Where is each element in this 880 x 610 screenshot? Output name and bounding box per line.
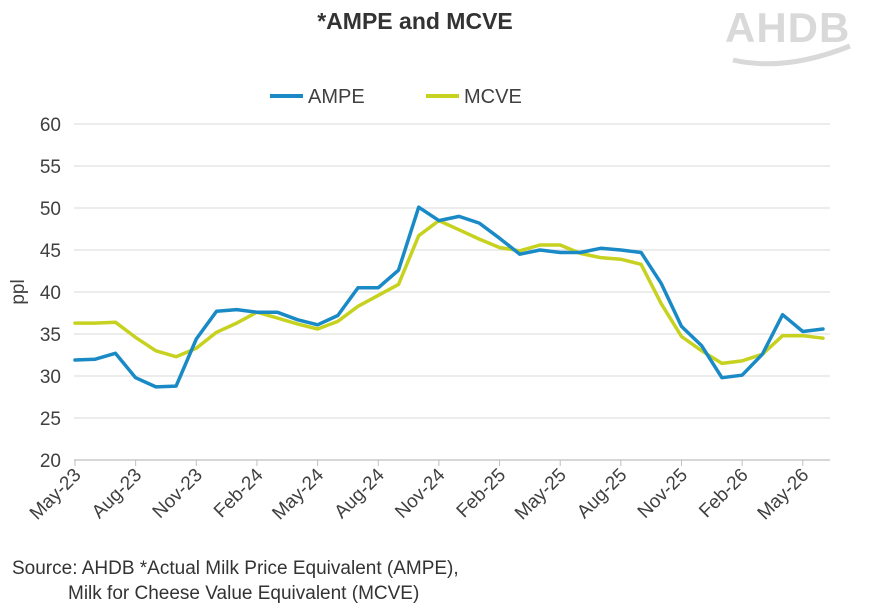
x-tick-label: Feb-24 bbox=[210, 464, 268, 522]
y-tick-label: 25 bbox=[40, 409, 61, 430]
y-tick-label: 30 bbox=[40, 367, 61, 388]
series-line-mcve bbox=[73, 218, 825, 366]
x-tick-label: Feb-25 bbox=[453, 465, 510, 522]
legend-label-mcve: MCVE bbox=[464, 86, 522, 108]
x-tick-label: Aug-23 bbox=[88, 465, 146, 523]
logo-swoosh-icon bbox=[732, 43, 851, 67]
y-axis-label: ppl bbox=[8, 279, 29, 304]
source-note: Source: AHDB *Actual Milk Price Equivale… bbox=[12, 556, 459, 606]
x-tick-label: May-26 bbox=[754, 465, 814, 525]
x-tick-label: Feb-26 bbox=[695, 465, 752, 522]
x-axis-ticks: May-23 Aug-23 Nov-23 Feb-24 May-24 Aug-24 Nov-… bbox=[26, 460, 813, 524]
x-tick-label: Aug-24 bbox=[331, 464, 389, 522]
x-tick-label: Nov-23 bbox=[149, 465, 207, 523]
y-tick-label: 60 bbox=[40, 115, 61, 136]
y-tick-label: 35 bbox=[40, 325, 61, 346]
source-line-1: Source: AHDB *Actual Milk Price Equivale… bbox=[12, 558, 459, 579]
y-tick-label: 45 bbox=[40, 241, 61, 262]
x-tick-label: Nov-24 bbox=[391, 464, 449, 522]
y-axis-ticks: 20 25 30 35 40 45 50 55 60 bbox=[40, 115, 61, 472]
x-tick-label: May-24 bbox=[268, 464, 328, 524]
y-tick-label: 40 bbox=[40, 283, 61, 304]
x-tick-label: Aug-25 bbox=[573, 465, 631, 523]
legend-label-ampe: AMPE bbox=[308, 86, 365, 108]
series-lines bbox=[73, 205, 825, 389]
x-tick-label: Nov-25 bbox=[634, 465, 692, 523]
ahdb-logo: AHDB bbox=[725, 2, 855, 72]
y-tick-label: 55 bbox=[40, 157, 61, 178]
series-line-ampe bbox=[73, 205, 825, 389]
source-line-2: Milk for Cheese Value Equivalent (MCVE) bbox=[68, 583, 420, 604]
gridlines bbox=[74, 123, 830, 419]
legend: AMPE MCVE bbox=[270, 86, 522, 108]
x-tick-label: May-25 bbox=[511, 465, 571, 525]
x-tick-label: May-23 bbox=[26, 465, 86, 525]
chart-title: *AMPE and MCVE bbox=[317, 8, 513, 34]
y-tick-label: 20 bbox=[40, 451, 61, 472]
y-tick-label: 50 bbox=[40, 199, 61, 220]
logo-text: AHDB bbox=[725, 4, 851, 51]
